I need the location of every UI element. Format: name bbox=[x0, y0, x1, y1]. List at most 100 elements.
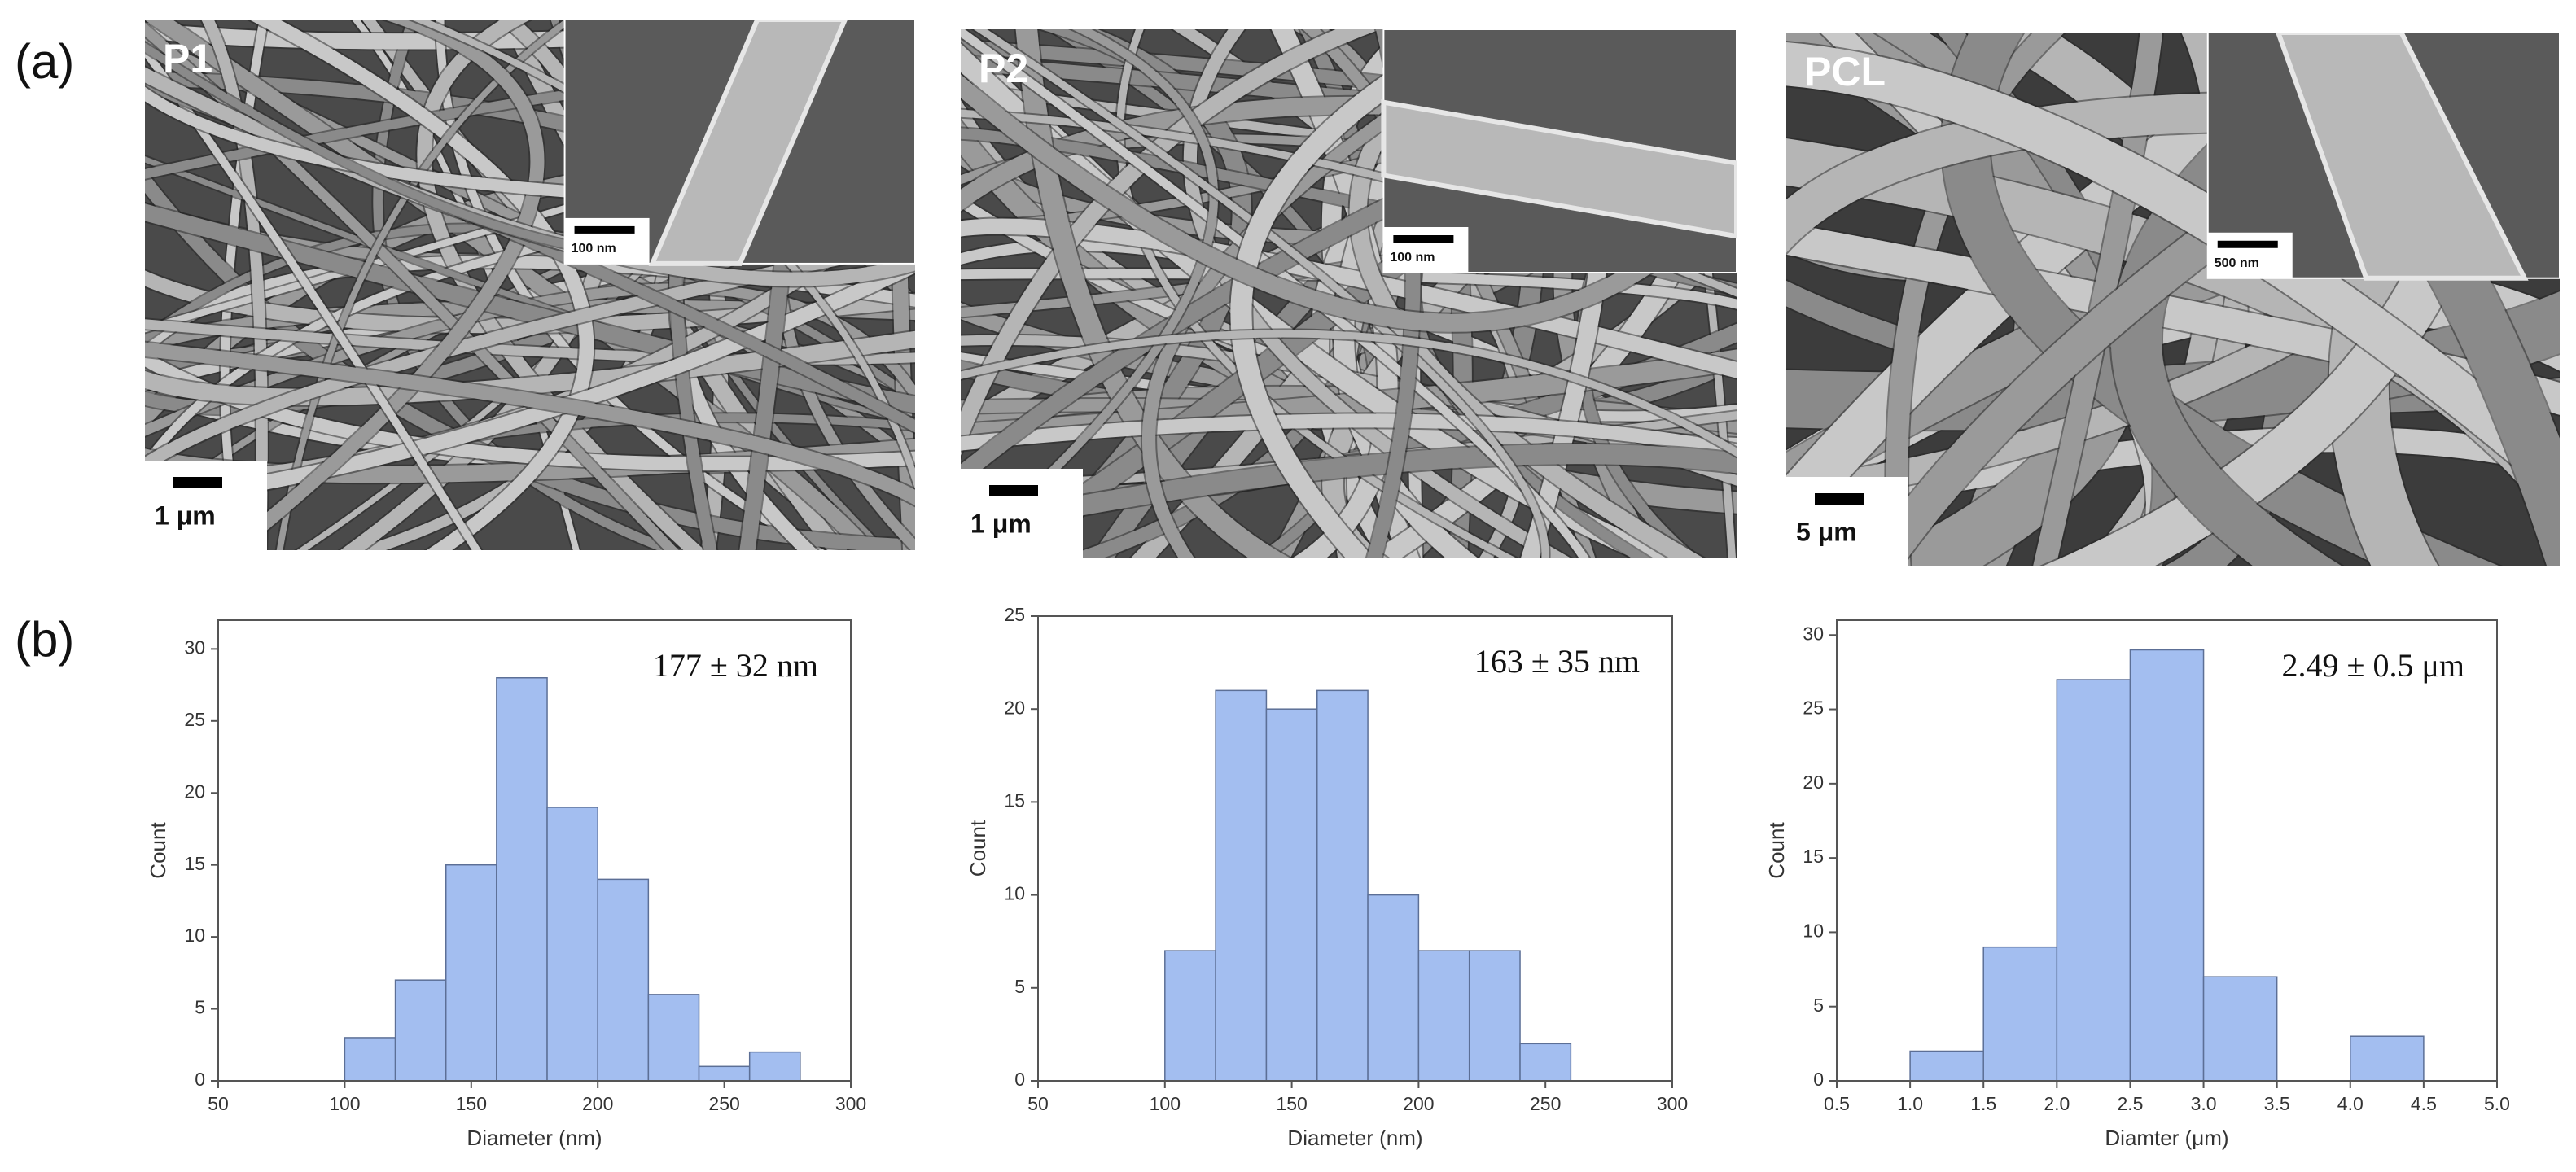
fiber bbox=[973, 29, 1549, 558]
sem-image: P1 1 μm 100 nm bbox=[145, 20, 915, 550]
x-tick-label: 5.0 bbox=[2484, 1093, 2510, 1114]
y-tick-label: 5 bbox=[1813, 995, 1824, 1016]
sem-image: P2 1 μm 100 nm bbox=[961, 29, 1737, 558]
x-tick-label: 150 bbox=[1276, 1093, 1307, 1114]
x-axis-label: Diamter (μm) bbox=[2105, 1126, 2228, 1150]
y-axis-label: Count bbox=[966, 820, 990, 877]
bar bbox=[1468, 950, 1521, 1082]
scale-bar-label: 1 μm bbox=[155, 501, 216, 530]
image-label: P1 bbox=[163, 36, 212, 81]
x-tick-label: 2.5 bbox=[2117, 1093, 2143, 1114]
x-tick-label: 300 bbox=[1657, 1093, 1688, 1114]
y-tick-label: 25 bbox=[1004, 604, 1025, 625]
fiber bbox=[961, 29, 1219, 558]
x-tick-label: 200 bbox=[582, 1093, 613, 1114]
x-tick-label: 1.5 bbox=[1970, 1093, 1996, 1114]
y-tick-label: 15 bbox=[184, 853, 205, 874]
inset-fiber bbox=[1381, 99, 1737, 239]
bar bbox=[1215, 689, 1268, 1082]
y-tick-label: 15 bbox=[1004, 789, 1025, 811]
sem-image: PCL 5 μm 500 nm bbox=[1786, 33, 2560, 566]
bar bbox=[2129, 649, 2205, 1082]
bar bbox=[1164, 950, 1216, 1082]
bar bbox=[647, 994, 700, 1082]
panel-label: (a) bbox=[15, 34, 74, 89]
axes-frame bbox=[1836, 619, 2498, 1082]
fiber bbox=[145, 342, 915, 506]
y-tick-label: 25 bbox=[184, 709, 205, 730]
scale-bar-label: 5 μm bbox=[1796, 517, 1857, 546]
x-tick-label: 200 bbox=[1403, 1093, 1434, 1114]
panel-label: (b) bbox=[15, 612, 74, 667]
axes-frame bbox=[1037, 615, 1673, 1082]
scale-bar-label: 1 μm bbox=[970, 509, 1032, 538]
bar bbox=[698, 1065, 751, 1082]
x-tick-label: 3.0 bbox=[2191, 1093, 2217, 1114]
x-tick-label: 300 bbox=[835, 1093, 866, 1114]
y-tick-label: 0 bbox=[195, 1069, 205, 1090]
bar bbox=[2056, 679, 2131, 1082]
y-tick-label: 20 bbox=[184, 781, 205, 802]
y-tick-label: 15 bbox=[1803, 846, 1824, 867]
fiber bbox=[1184, 29, 1571, 558]
y-tick-label: 30 bbox=[1803, 623, 1824, 644]
fiber bbox=[145, 23, 679, 550]
inset-scale-box bbox=[2207, 232, 2293, 278]
x-tick-label: 0.5 bbox=[1824, 1093, 1850, 1114]
bar bbox=[394, 979, 447, 1082]
inset-scale-bar bbox=[574, 225, 635, 234]
bar bbox=[748, 1051, 801, 1082]
x-tick-label: 3.5 bbox=[2264, 1093, 2290, 1114]
bar bbox=[2202, 976, 2278, 1082]
y-tick-label: 5 bbox=[1014, 976, 1025, 997]
inset-scale-box bbox=[564, 217, 650, 264]
scale-bar bbox=[1815, 493, 1864, 505]
fiber bbox=[221, 20, 545, 550]
bar bbox=[1982, 946, 2058, 1082]
bar bbox=[2350, 1035, 2425, 1082]
x-tick-label: 50 bbox=[208, 1093, 229, 1114]
scale-bar-box bbox=[1786, 477, 1908, 566]
x-axis-label: Diameter (nm) bbox=[1287, 1126, 1422, 1150]
annotation: 177 ± 32 nm bbox=[653, 647, 818, 684]
inset-scale-bar bbox=[2217, 240, 2278, 248]
scale-bar bbox=[173, 477, 222, 488]
bar bbox=[1265, 708, 1318, 1082]
inset-scale-box bbox=[1383, 227, 1469, 273]
fiber bbox=[1015, 29, 1291, 558]
y-tick-label: 30 bbox=[184, 636, 205, 658]
y-tick-label: 20 bbox=[1803, 772, 1824, 793]
image-label: PCL bbox=[1804, 49, 1886, 94]
bar bbox=[1417, 950, 1470, 1082]
fiber bbox=[248, 20, 594, 550]
bar bbox=[546, 807, 598, 1082]
inset-scale-bar bbox=[1393, 235, 1454, 243]
y-tick-label: 10 bbox=[184, 925, 205, 946]
x-tick-label: 150 bbox=[456, 1093, 487, 1114]
fiber bbox=[145, 330, 915, 405]
fiber bbox=[145, 44, 482, 550]
fiber bbox=[145, 319, 915, 365]
y-axis-label: Count bbox=[146, 822, 170, 879]
y-axis-label: Count bbox=[1764, 822, 1789, 879]
bar bbox=[1316, 689, 1369, 1082]
bar bbox=[1909, 1050, 1984, 1082]
x-tick-label: 4.0 bbox=[2337, 1093, 2364, 1114]
fiber bbox=[1786, 42, 2560, 505]
fiber bbox=[961, 269, 1737, 309]
y-tick-label: 20 bbox=[1004, 697, 1025, 718]
y-tick-label: 25 bbox=[1803, 698, 1824, 719]
bar bbox=[445, 864, 497, 1082]
inset-fiber bbox=[648, 20, 848, 266]
scale-bar-box bbox=[145, 461, 267, 550]
x-axis-label: Diameter (nm) bbox=[467, 1126, 602, 1150]
scale-bar-box bbox=[961, 469, 1083, 558]
inset-fiber bbox=[2276, 33, 2529, 281]
x-tick-label: 2.0 bbox=[2044, 1093, 2070, 1114]
x-tick-label: 4.5 bbox=[2411, 1093, 2437, 1114]
x-tick-label: 250 bbox=[1530, 1093, 1561, 1114]
bar bbox=[496, 677, 548, 1082]
fiber bbox=[201, 20, 268, 550]
axes-frame bbox=[217, 619, 852, 1082]
